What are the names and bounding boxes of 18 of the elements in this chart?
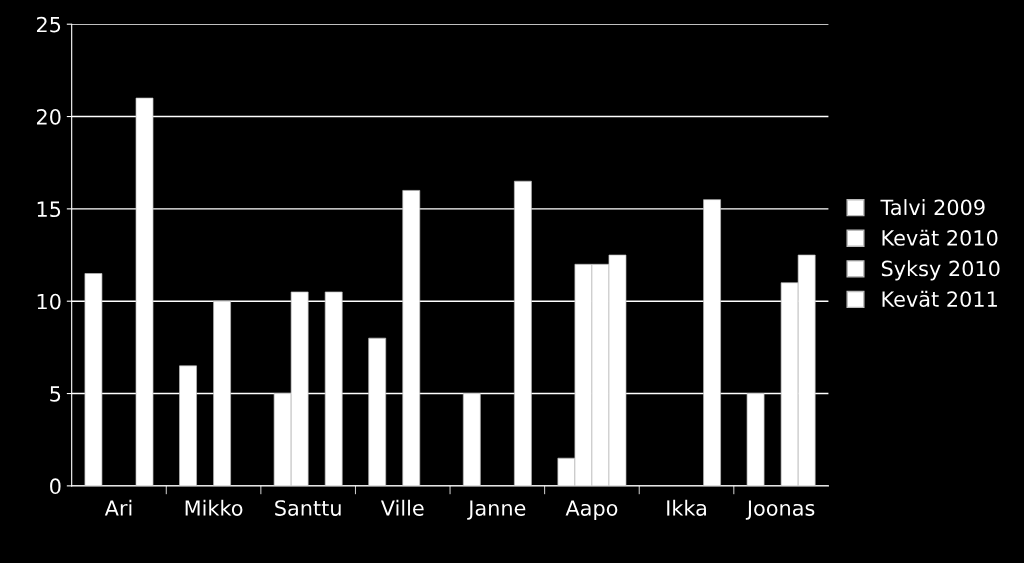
x-tick-label: Santtu — [275, 500, 341, 516]
legend-label: Talvi 2009 — [880, 199, 985, 216]
y-tick-label: 0 — [50, 478, 61, 495]
y-tick-label: 20 — [36, 108, 61, 125]
legend-label: Syksy 2010 — [881, 260, 1000, 281]
x-tick-label: Ville — [380, 499, 424, 516]
x-tick-label: Ari — [104, 499, 132, 516]
x-tick-label: Joonas — [745, 500, 815, 520]
y-tick-label: 15 — [37, 201, 61, 218]
x-tick-label: Janne — [467, 500, 526, 520]
y-tick-label: 25 — [36, 16, 61, 33]
x-tick-label: Mikko — [185, 499, 243, 516]
x-tick-label: Ikka — [667, 499, 706, 516]
y-tick-label: 5 — [50, 386, 61, 402]
legend-label: Kevät 2011 — [882, 290, 997, 307]
x-tick-label: Aapo — [565, 500, 618, 520]
y-tick-label: 10 — [37, 293, 61, 310]
legend-label: Kevät 2010 — [882, 229, 998, 246]
